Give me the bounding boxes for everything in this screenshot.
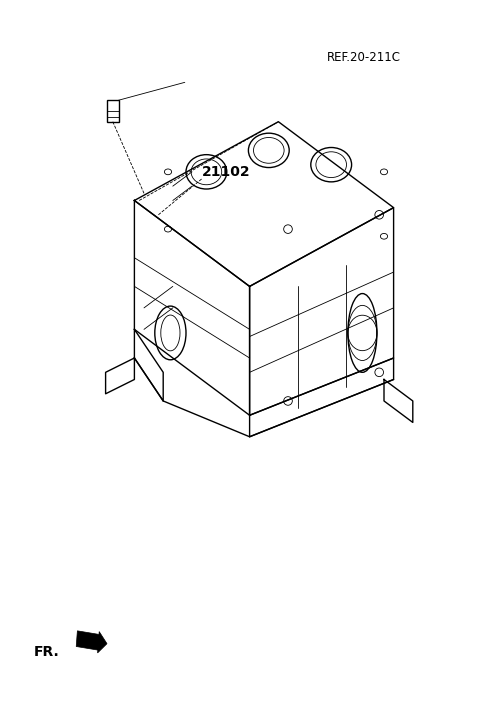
FancyArrow shape bbox=[76, 631, 107, 653]
Text: 21102: 21102 bbox=[202, 165, 250, 179]
Text: FR.: FR. bbox=[34, 644, 60, 659]
Text: REF.20-211C: REF.20-211C bbox=[326, 51, 400, 64]
